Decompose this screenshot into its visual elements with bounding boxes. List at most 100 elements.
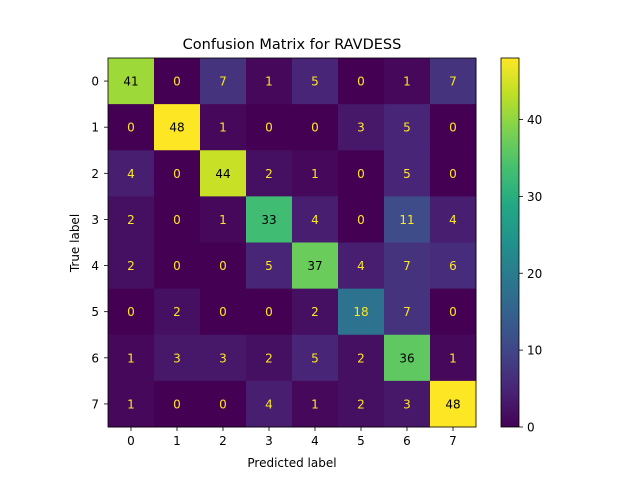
heatmap-cell [430, 288, 477, 336]
heatmap-cell [108, 380, 155, 428]
heatmap-cell [154, 104, 201, 151]
y-tick-label: 2 [91, 167, 99, 181]
cell-value-label: 0 [265, 305, 273, 319]
y-axis: 0 1 2 3 4 5 6 7 [91, 75, 108, 411]
heatmap-cell [430, 242, 477, 290]
y-tick-label: 5 [91, 305, 99, 319]
x-tick-label: 3 [265, 434, 273, 448]
colorbar-ticks: 0 10 20 30 40 [519, 113, 542, 435]
heatmap-cell [384, 196, 431, 243]
heatmap-cell [246, 196, 293, 243]
cell-value-label: 7 [403, 259, 411, 273]
heatmap-cell [338, 242, 385, 290]
x-tick-label: 0 [127, 434, 135, 448]
heatmap-cell [338, 150, 385, 197]
heatmap-cell [292, 242, 339, 290]
heatmap-cell-labels: 41 0 7 1 5 0 1 70 48 1 0 0 3 5 04 0 44 2 1 0 5 02 0 1 33 4 0 11 42 0 0… [123, 75, 460, 412]
cell-value-label: 0 [173, 259, 181, 273]
y-tick-label: 7 [91, 397, 99, 411]
heatmap-cell [200, 334, 247, 382]
heatmap-cell [108, 150, 155, 197]
heatmap-cell [108, 242, 155, 290]
heatmap-cell [430, 196, 477, 243]
cell-value-label: 18 [353, 305, 368, 319]
x-tick-label: 7 [449, 434, 457, 448]
heatmap-cell [384, 242, 431, 290]
cell-value-label: 11 [399, 213, 414, 227]
y-tick-label: 3 [91, 213, 99, 227]
heatmap-cell [200, 242, 247, 290]
heatmap-cell [384, 58, 431, 105]
cell-value-label: 5 [265, 259, 273, 273]
heatmap-cell [108, 104, 155, 151]
heatmap-cell [200, 380, 247, 428]
y-tick-label: 4 [91, 259, 99, 273]
heatmap-cell [154, 58, 201, 105]
heatmap-cell [154, 150, 201, 197]
heatmap-cell [430, 104, 477, 151]
heatmap-cell [200, 196, 247, 243]
heatmap-cell [384, 380, 431, 428]
cell-value-label: 0 [449, 121, 457, 135]
heatmap-cell [246, 150, 293, 197]
heatmap-cell [154, 380, 201, 428]
cell-value-label: 33 [261, 213, 276, 227]
cell-value-label: 2 [265, 351, 273, 365]
cell-value-label: 3 [403, 397, 411, 411]
heatmap-cell [338, 380, 385, 428]
heatmap-cell [338, 334, 385, 382]
cell-value-label: 1 [311, 397, 319, 411]
cell-value-label: 3 [357, 121, 365, 135]
cell-value-label: 2 [311, 305, 319, 319]
cell-value-label: 0 [265, 121, 273, 135]
cell-value-label: 2 [265, 167, 273, 181]
y-axis-label: True label [68, 214, 82, 273]
heatmap-cell [108, 288, 155, 336]
cell-value-label: 0 [357, 167, 365, 181]
cell-value-label: 4 [449, 213, 457, 227]
heatmap-cell [292, 150, 339, 197]
colorbar-tick-label: 20 [527, 267, 542, 281]
cell-value-label: 2 [127, 213, 135, 227]
heatmap-cell [384, 288, 431, 336]
x-tick-label: 2 [219, 434, 227, 448]
cell-value-label: 5 [311, 351, 319, 365]
heatmap-cell [108, 334, 155, 382]
cell-value-label: 4 [311, 213, 319, 227]
cell-value-label: 6 [449, 259, 457, 273]
heatmap-cell [384, 150, 431, 197]
cell-value-label: 3 [219, 351, 227, 365]
cell-value-label: 36 [399, 351, 414, 365]
cell-value-label: 5 [403, 167, 411, 181]
cell-value-label: 1 [311, 167, 319, 181]
heatmap-cell [154, 334, 201, 382]
cell-value-label: 0 [127, 121, 135, 135]
cell-value-label: 1 [449, 351, 457, 365]
cell-value-label: 0 [357, 213, 365, 227]
cell-value-label: 48 [169, 121, 184, 135]
cell-value-label: 0 [311, 121, 319, 135]
heatmap-cell [292, 334, 339, 382]
y-tick-label: 6 [91, 351, 99, 365]
heatmap-cell [246, 104, 293, 151]
cell-value-label: 0 [219, 397, 227, 411]
heatmap-cell [430, 380, 477, 428]
heatmap-cell [292, 288, 339, 336]
heatmap-cell [430, 334, 477, 382]
y-tick-label: 0 [91, 75, 99, 89]
heatmap-cell [292, 380, 339, 428]
heatmap-cell [246, 380, 293, 428]
cell-value-label: 0 [357, 75, 365, 89]
cell-value-label: 1 [127, 351, 135, 365]
cell-value-label: 0 [219, 305, 227, 319]
cell-value-label: 37 [307, 259, 322, 273]
cell-value-label: 48 [445, 397, 460, 411]
cell-value-label: 44 [215, 167, 230, 181]
cell-value-label: 2 [173, 305, 181, 319]
cell-value-label: 1 [219, 213, 227, 227]
x-tick-label: 4 [311, 434, 319, 448]
x-tick-label: 6 [403, 434, 411, 448]
cell-value-label: 0 [173, 213, 181, 227]
heatmap-cell [246, 58, 293, 105]
cell-value-label: 0 [173, 167, 181, 181]
